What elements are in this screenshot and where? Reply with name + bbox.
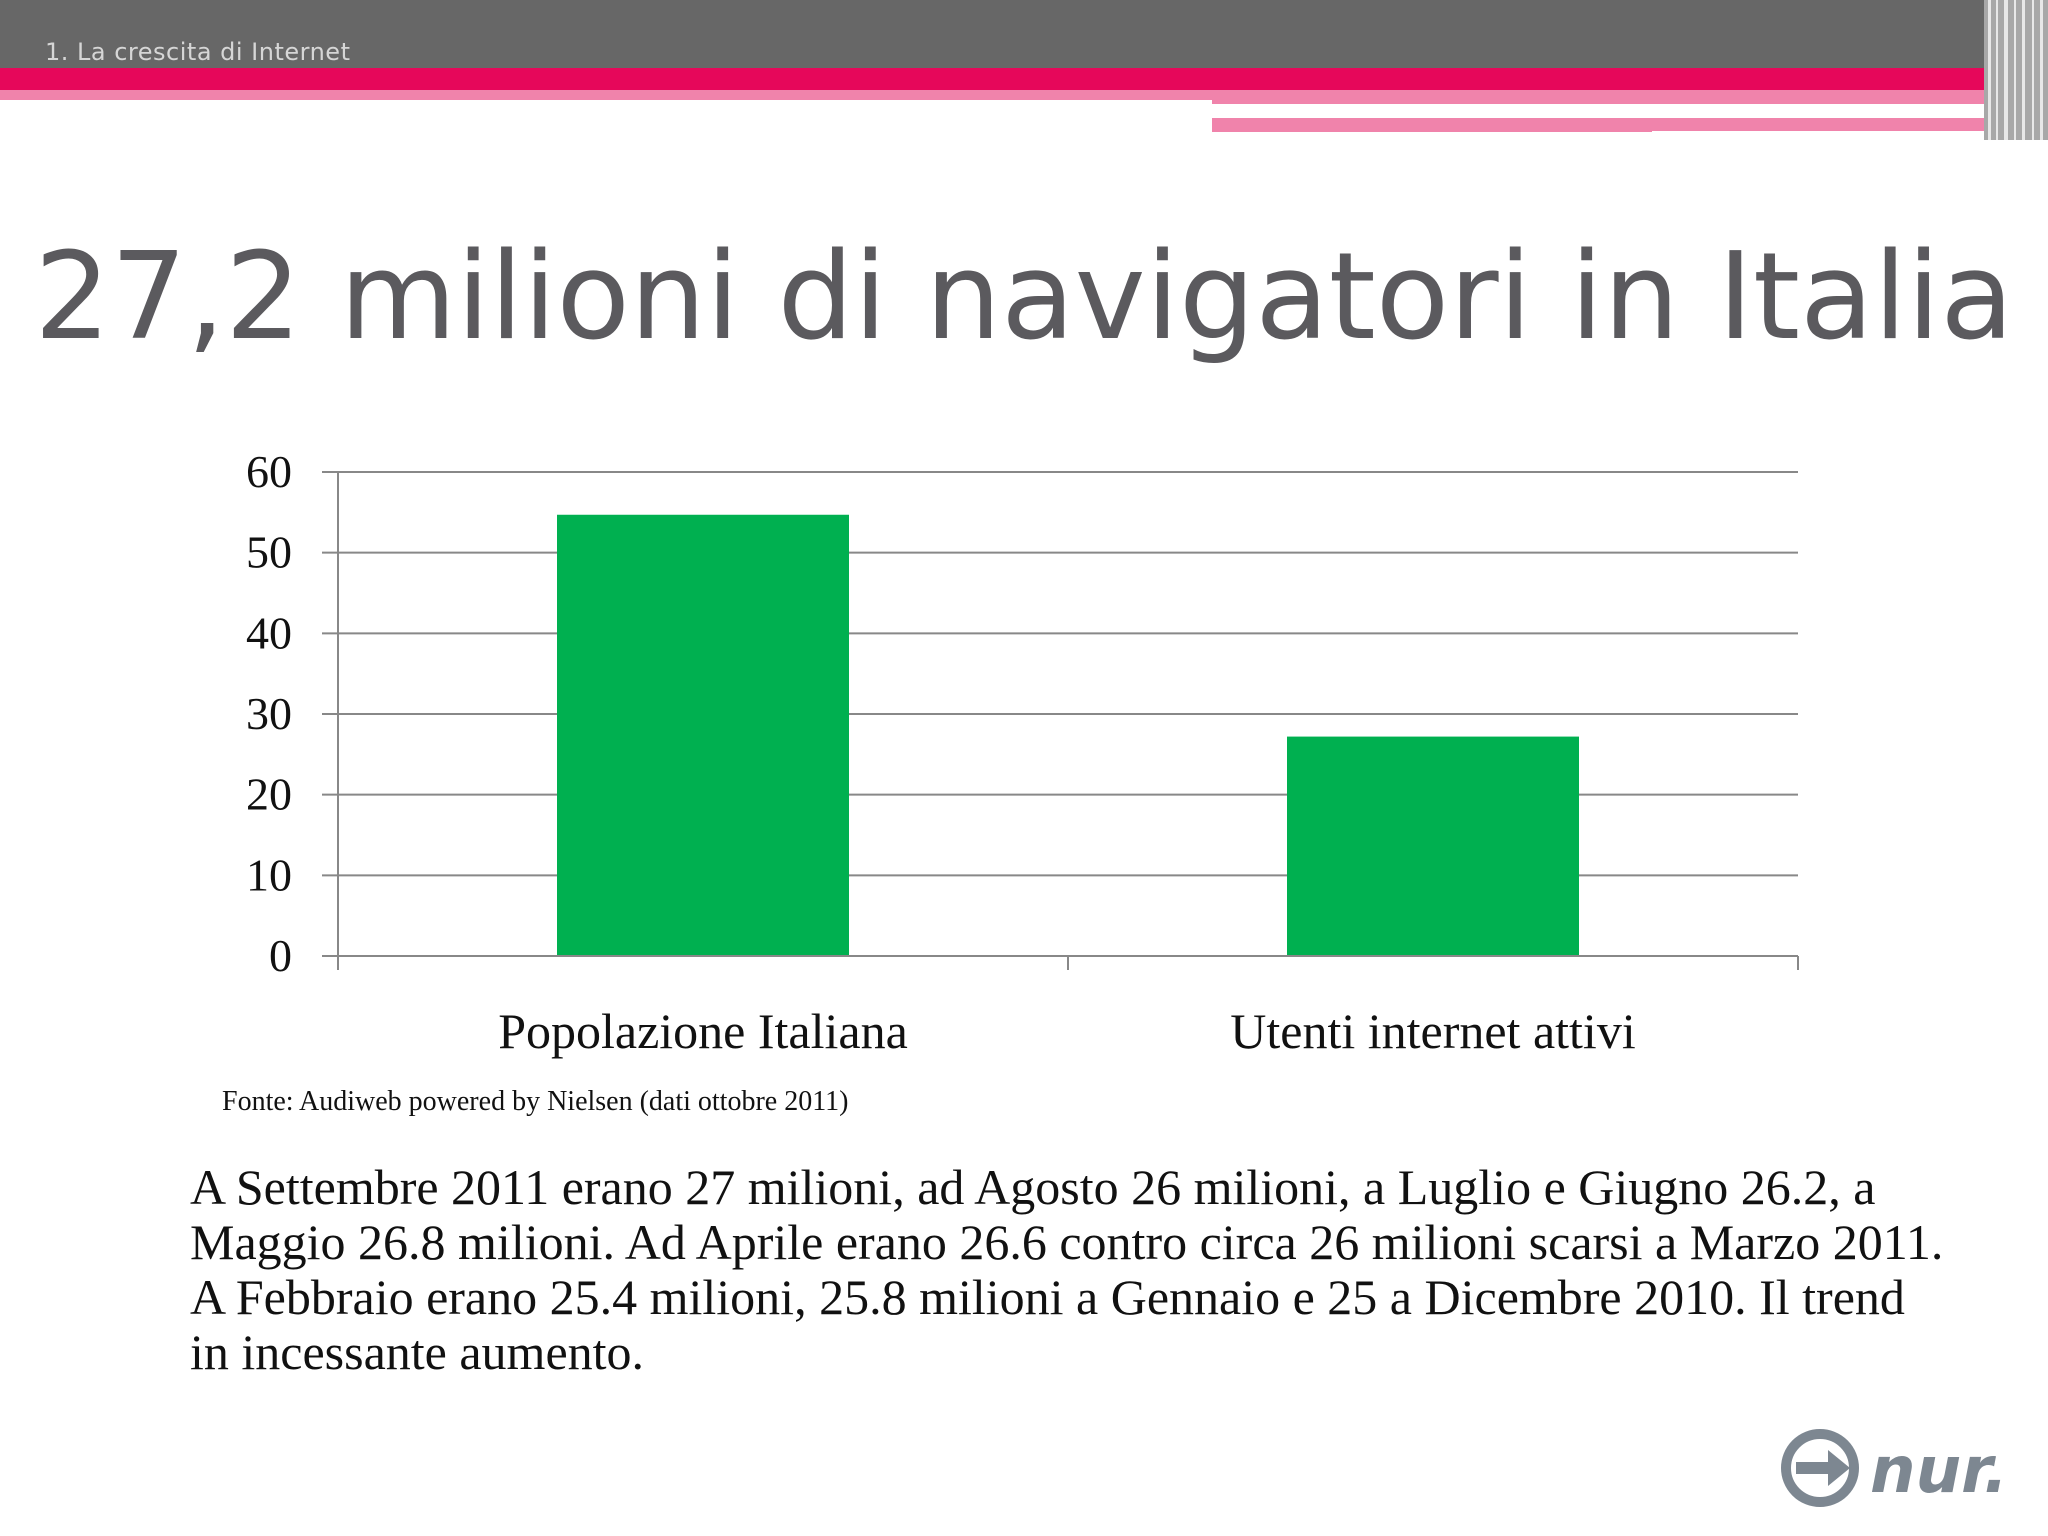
header-stripe-pink (0, 90, 1212, 100)
y-tick-label: 20 (246, 769, 292, 820)
header-stripe-magenta (0, 68, 2048, 90)
source-note: Fonte: Audiweb powered by Nielsen (dati … (222, 1086, 849, 1117)
y-tick-label: 0 (269, 930, 292, 981)
chart-bars (557, 514, 1579, 956)
chart-labels: 0 10 20 30 40 50 60 Popolazione Italiana Utenti … (246, 446, 1636, 1059)
logo-text: nur. (1870, 1434, 2008, 1508)
header-stripe-white-line (1212, 110, 1897, 116)
chart-axes (322, 472, 1799, 970)
body-paragraph: A Settembre 2011 erano 27 milioni, ad Ag… (190, 1159, 1944, 1380)
bar (1287, 736, 1579, 956)
arrow-circle-icon (1781, 1429, 1859, 1507)
header-stripe-pink-right (1212, 90, 2048, 104)
header-edge-lines (1984, 0, 2048, 140)
slide-title: 27,2 milioni di navigatori in Italia (34, 228, 2014, 367)
header-stripe-pink-lower (1212, 118, 2048, 132)
y-tick-label: 50 (246, 527, 292, 578)
bar (557, 514, 849, 956)
y-tick-label: 60 (246, 446, 292, 497)
header-stripe-white-gap (1652, 131, 2048, 137)
nur-logo: nur. (1781, 1429, 2008, 1508)
section-label: 1. La crescita di Internet (45, 38, 351, 66)
x-category-label: Utenti internet attivi (1230, 1003, 1635, 1059)
x-category-label: Popolazione Italiana (498, 1003, 908, 1059)
bar-chart: 0 10 20 30 40 50 60 Popolazione Italiana Utenti … (246, 446, 1799, 1059)
y-tick-label: 40 (246, 607, 292, 658)
header-bar (0, 0, 2048, 68)
y-tick-label: 30 (246, 688, 292, 739)
y-tick-label: 10 (246, 849, 292, 900)
